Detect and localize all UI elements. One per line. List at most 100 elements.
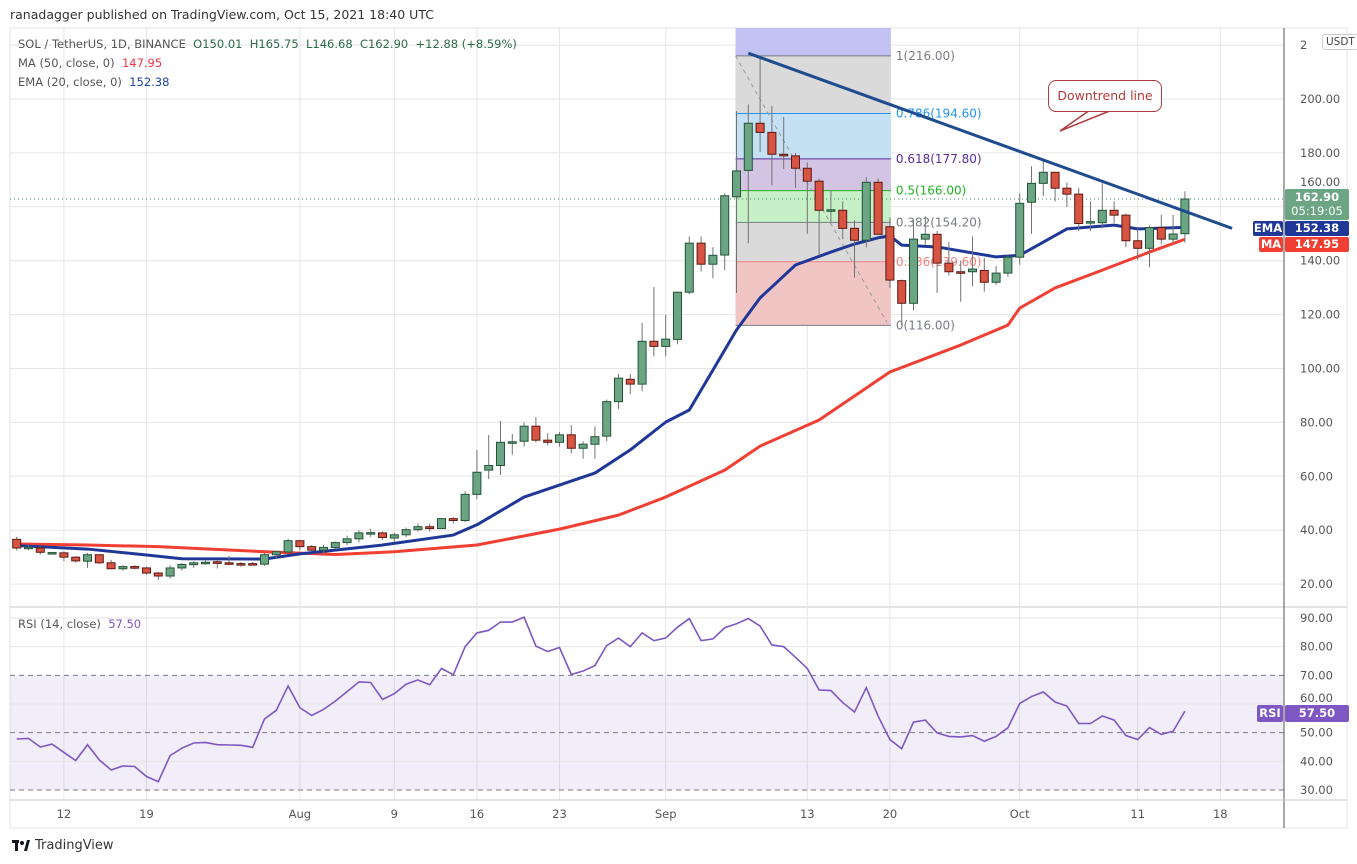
candle-body-up <box>1038 171 1048 184</box>
symbol-row[interactable]: SOL / TetherUS, 1D, BINANCE O150.01 H165… <box>18 35 517 54</box>
candle <box>35 546 45 555</box>
candle-body-up <box>472 471 482 495</box>
time-tick-label: 9 <box>391 807 398 821</box>
candle-body-down <box>791 155 800 169</box>
candle <box>153 571 163 581</box>
low-value: L146.68 <box>305 37 353 51</box>
candle-body-up <box>661 338 671 347</box>
candle-body-down <box>838 209 848 229</box>
candle-body-down <box>212 561 222 564</box>
candle <box>59 551 69 562</box>
candle <box>944 241 954 276</box>
downtrend-callout[interactable]: Downtrend line <box>1048 80 1162 112</box>
candle-body-up <box>637 340 647 385</box>
candle-body-down <box>802 167 812 182</box>
candle-body-down <box>1121 214 1131 242</box>
candle <box>743 104 753 244</box>
candle-body-up <box>720 195 730 256</box>
candle <box>94 554 104 564</box>
candle <box>673 291 682 345</box>
tradingview-logo[interactable]: TradingView <box>12 838 114 853</box>
candle <box>1015 193 1025 265</box>
candle <box>838 201 848 240</box>
candle-body-up <box>1145 227 1154 249</box>
candle-body-up <box>342 538 352 544</box>
candle <box>472 449 482 500</box>
candle <box>755 55 765 152</box>
candle <box>802 162 812 234</box>
time-tick-label: Sep <box>655 807 677 821</box>
candle-body-down <box>142 567 151 574</box>
candle <box>106 559 116 570</box>
candle-body-down <box>153 572 163 577</box>
price-tick-label: 2 <box>1300 38 1307 52</box>
candle <box>189 561 199 568</box>
candle <box>1133 228 1143 260</box>
candle <box>720 193 730 271</box>
time-tick-label: 12 <box>57 807 72 821</box>
candle <box>814 178 824 256</box>
candle <box>1168 214 1178 244</box>
candle <box>885 217 895 288</box>
fib-trend-dashed-line <box>735 55 888 323</box>
candle-body-up <box>602 401 612 437</box>
candle <box>791 152 800 188</box>
candle <box>1097 183 1107 229</box>
time-tick-label: 11 <box>1130 807 1145 821</box>
candle <box>425 523 435 532</box>
candle <box>1074 187 1084 232</box>
candle <box>897 279 907 326</box>
candle <box>366 528 376 537</box>
rsi-line <box>16 616 1186 783</box>
rsi-value: 57.50 <box>108 617 142 631</box>
candle-body-up <box>826 209 836 212</box>
candle-body-up <box>578 443 588 449</box>
candle <box>602 399 612 442</box>
rsi-tick-label: 70.00 <box>1300 668 1333 682</box>
candle <box>283 538 293 554</box>
candle <box>295 540 305 551</box>
candle <box>118 565 128 571</box>
tradingview-logo-icon <box>12 839 30 851</box>
candle <box>1038 159 1048 197</box>
candle-body-down <box>696 242 706 265</box>
rsi-tick-label: 30.00 <box>1300 783 1333 797</box>
candle-body-down <box>248 563 258 566</box>
candle-body-down <box>130 566 140 569</box>
candle <box>83 553 92 568</box>
candle <box>448 517 458 524</box>
candle-body-up <box>354 532 364 540</box>
candle <box>932 231 942 294</box>
currency-badge[interactable]: USDT <box>1322 34 1357 50</box>
price-tick-label: 80.00 <box>1300 415 1333 429</box>
candle <box>920 216 930 245</box>
last-price-label: 162.90 05:19:05 <box>1285 189 1349 220</box>
candle-body-down <box>425 526 435 530</box>
fib-level-label: 0.5(166.00) <box>896 184 966 198</box>
candle-body-down <box>12 538 22 549</box>
candle-body-up <box>861 181 871 241</box>
rsi-legend[interactable]: RSI (14, close) 57.50 <box>18 617 141 631</box>
ema-price-label: 152.38 <box>1285 221 1349 236</box>
candle-body-up <box>743 122 753 171</box>
candle <box>991 266 1001 285</box>
candle <box>437 518 446 530</box>
candle <box>519 422 529 447</box>
candle-body-down <box>94 554 104 564</box>
candle-body-down <box>295 540 305 548</box>
candle-body-down <box>979 269 989 283</box>
candle-body-up <box>590 436 600 445</box>
ma-row[interactable]: MA (50, close, 0) 147.95 <box>18 54 517 73</box>
ema-row[interactable]: EMA (20, close, 0) 152.38 <box>18 73 517 92</box>
candle <box>625 373 635 395</box>
ema-tag: EMA <box>1253 221 1283 236</box>
candle <box>342 535 352 546</box>
candle-body-up <box>260 554 269 565</box>
ema20-line <box>16 223 1185 561</box>
candle <box>861 177 871 248</box>
rsi-tick-label: 80.00 <box>1300 640 1333 654</box>
change-value: +12.88 (+8.59%) <box>415 37 517 51</box>
candle-body-up <box>118 566 128 570</box>
candle-body-down <box>1133 240 1143 249</box>
